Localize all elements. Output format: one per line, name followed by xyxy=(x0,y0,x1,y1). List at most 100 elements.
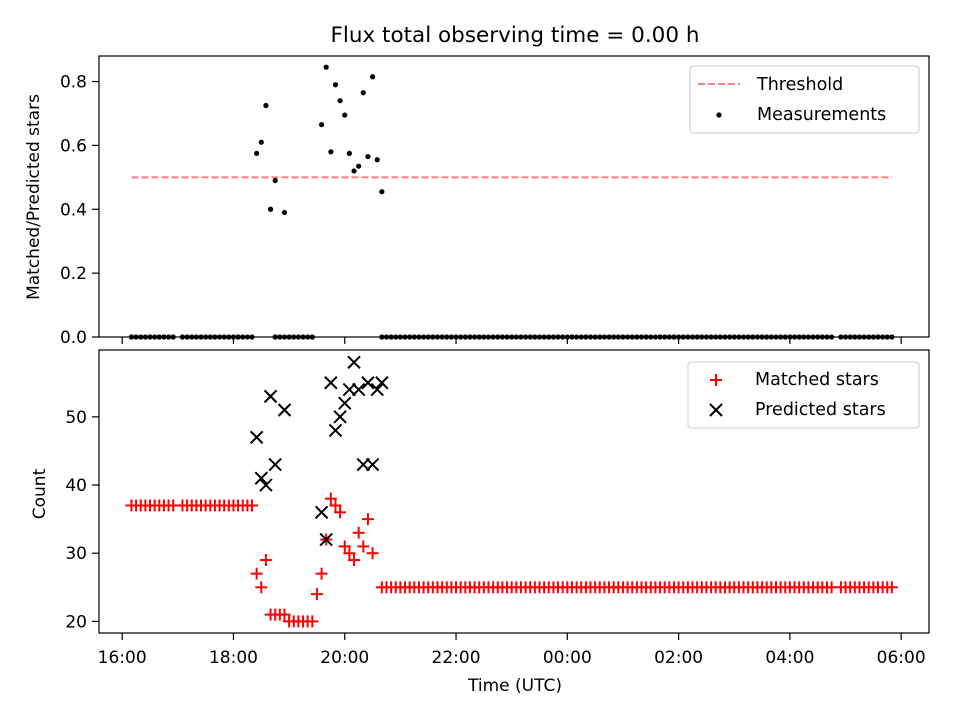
predicted-point xyxy=(268,457,282,472)
x-tick-label: 16:00 xyxy=(98,648,147,668)
measurement-point xyxy=(374,157,380,163)
bottom-panel-frame xyxy=(98,349,930,634)
measurement-point xyxy=(332,82,339,88)
measurement-point xyxy=(346,150,352,156)
x-tick-label: 02:00 xyxy=(654,648,703,668)
predicted-point-stroke xyxy=(333,410,347,424)
predicted-point-stroke xyxy=(361,376,375,390)
predicted-point xyxy=(347,355,361,369)
predicted-point-stroke xyxy=(365,457,380,472)
y-tick-label: 30 xyxy=(65,544,87,564)
predicted-point-stroke xyxy=(347,355,361,369)
y-tick-label: 0.4 xyxy=(60,200,87,220)
predicted-point-stroke xyxy=(314,505,329,520)
measurement-point xyxy=(365,153,371,160)
top-y-axis: 0.0 0.2 0.4 0.6 0.8 xyxy=(60,73,99,348)
matched-point xyxy=(278,608,291,621)
y-tick-label: 0.2 xyxy=(60,264,87,284)
measurement-point xyxy=(318,122,325,128)
predicted-point xyxy=(338,396,352,410)
predicted-point-stroke xyxy=(324,376,338,390)
top-legend-box xyxy=(689,65,920,134)
matched-point xyxy=(255,581,268,594)
matched-point xyxy=(315,567,328,580)
top-x-ticks xyxy=(121,337,902,344)
predicted-legend-label: Predicted stars xyxy=(755,400,886,420)
bottom-panel: 20 30 40 50 16:00 18:00 20:00 22:00 00:00 02:00 0… xyxy=(30,349,930,696)
threshold-legend-label: Threshold xyxy=(756,75,843,95)
measurement-point xyxy=(360,90,366,96)
measurement-point xyxy=(323,64,329,70)
predicted-point xyxy=(365,457,380,472)
matched-point xyxy=(343,547,356,560)
x-tick-label: 18:00 xyxy=(209,648,258,668)
measurement-point xyxy=(281,209,288,216)
predicted-point-stroke xyxy=(351,382,366,397)
x-tick-label: 04:00 xyxy=(765,648,814,668)
top-legend: Threshold Measurements xyxy=(689,65,920,134)
predicted-point-stroke xyxy=(259,478,273,492)
predicted-point-stroke xyxy=(249,430,264,444)
predicted-point xyxy=(333,410,347,424)
y-tick-label: 20 xyxy=(65,612,87,632)
matched-point xyxy=(329,499,342,512)
matched-point xyxy=(310,588,323,601)
predicted-point xyxy=(375,376,389,390)
measurement-point xyxy=(369,74,376,80)
measurement-point xyxy=(258,139,264,145)
predicted-point xyxy=(277,403,292,417)
bottom-y-axis: 20 30 40 50 xyxy=(65,408,99,632)
measurement-point xyxy=(272,177,278,184)
measurement-point xyxy=(342,112,348,118)
predicted-point xyxy=(361,376,375,390)
x-tick-label: 06:00 xyxy=(877,648,926,668)
predicted-legend-swatch xyxy=(709,403,723,417)
predicted-point xyxy=(314,505,329,520)
predicted-point-stroke xyxy=(277,403,292,417)
y-tick-label: 40 xyxy=(65,476,87,496)
matched-point xyxy=(357,540,370,553)
matched-point xyxy=(361,513,374,526)
matched-point xyxy=(246,499,259,512)
predicted-point xyxy=(249,430,264,444)
predicted-point xyxy=(259,478,273,492)
predicted-point-stroke xyxy=(375,376,389,390)
matched-legend-label: Matched stars xyxy=(755,370,879,390)
predicted-point-stroke xyxy=(370,382,384,397)
measurement-point xyxy=(351,168,357,174)
predicted-point xyxy=(370,382,384,397)
predicted-point-stroke xyxy=(254,471,268,485)
x-tick-label: 22:00 xyxy=(432,648,481,668)
measurements-legend-swatch xyxy=(716,112,722,118)
predicted-point xyxy=(319,532,333,547)
measurement-point xyxy=(356,163,362,169)
matched-point xyxy=(352,526,365,539)
matched-point xyxy=(250,567,263,580)
measurement-point xyxy=(379,189,385,195)
y-tick-label: 50 xyxy=(65,408,87,428)
predicted-point-stroke xyxy=(338,396,352,410)
bottom-y-axis-label: Count xyxy=(30,468,50,519)
x-tick-label: 20:00 xyxy=(320,648,369,668)
matched-point xyxy=(338,540,351,553)
predicted-point xyxy=(351,382,366,397)
measurement-point xyxy=(328,149,334,155)
measurements-legend-label: Measurements xyxy=(757,105,886,125)
matched-point xyxy=(324,492,337,505)
bottom-plot-area xyxy=(125,355,898,628)
matched-point xyxy=(334,506,347,519)
matched-point xyxy=(348,554,361,567)
predicted-point-stroke xyxy=(328,423,343,438)
matched-point xyxy=(366,547,379,560)
figure-title: Flux total observing time = 0.00 h xyxy=(331,23,700,48)
matched-point xyxy=(306,615,319,628)
predicted-point-stroke xyxy=(268,457,282,472)
x-axis-label: Time (UTC) xyxy=(467,676,562,696)
measurement-point xyxy=(267,206,274,212)
top-panel-frame xyxy=(98,55,930,338)
y-tick-label: 0.0 xyxy=(60,328,87,348)
bottom-legend-box xyxy=(687,361,920,429)
x-tick-label: 00:00 xyxy=(543,648,592,668)
bottom-x-axis: 16:00 18:00 20:00 22:00 00:00 02:00 04:00 06:00 xyxy=(98,633,926,668)
